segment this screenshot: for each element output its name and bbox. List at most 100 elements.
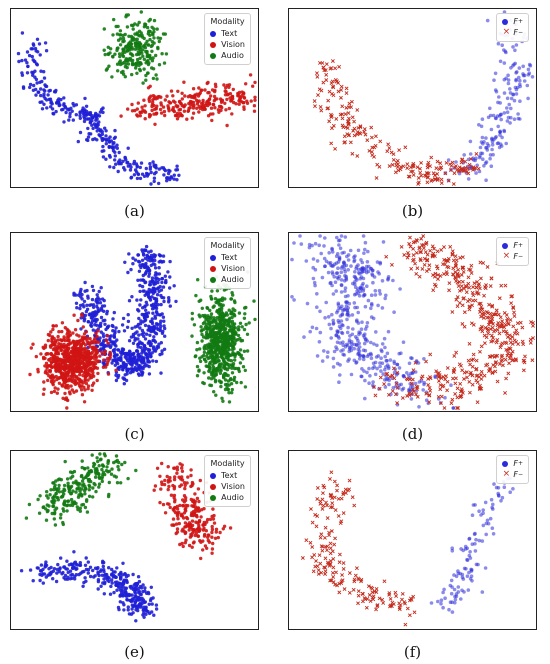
data-point	[477, 169, 482, 174]
data-point	[383, 385, 388, 389]
data-point	[76, 318, 80, 323]
data-point	[100, 297, 105, 301]
data-point	[163, 478, 167, 483]
data-point	[86, 138, 90, 143]
data-point	[113, 150, 117, 154]
data-point	[136, 372, 141, 376]
data-point	[238, 348, 243, 352]
data-point	[222, 83, 226, 87]
data-point	[222, 364, 226, 368]
data-point-x	[510, 294, 515, 298]
data-point	[120, 352, 124, 356]
data-point	[77, 572, 81, 577]
data-point	[125, 356, 129, 361]
data-point	[182, 109, 187, 113]
data-point	[85, 510, 90, 514]
data-point	[417, 405, 421, 409]
data-point	[231, 307, 235, 311]
data-point	[95, 567, 99, 571]
data-point	[337, 306, 341, 310]
data-point	[353, 335, 358, 339]
data-point	[197, 499, 201, 504]
data-point	[161, 166, 166, 170]
data-point	[91, 137, 95, 142]
data-point-x	[491, 335, 495, 340]
data-point	[195, 106, 199, 111]
data-point	[125, 161, 129, 165]
data-point	[216, 309, 221, 313]
data-point	[225, 382, 229, 387]
data-point-x	[312, 99, 317, 103]
data-point	[339, 319, 344, 323]
data-point	[343, 289, 347, 293]
data-point-x	[458, 381, 463, 386]
data-point	[158, 36, 163, 41]
data-point-x	[362, 127, 367, 132]
data-point	[55, 495, 59, 500]
data-point	[90, 350, 95, 355]
data-point	[67, 338, 71, 342]
data-point-x	[471, 298, 475, 303]
data-point	[155, 311, 159, 315]
data-point	[87, 132, 91, 136]
data-point	[336, 318, 341, 323]
data-point	[210, 347, 214, 352]
data-point	[82, 332, 87, 336]
series-f-	[443, 10, 535, 183]
data-point	[223, 371, 227, 376]
data-point	[64, 344, 68, 348]
data-point	[87, 342, 92, 346]
data-point-x	[450, 310, 455, 314]
data-point	[109, 47, 113, 51]
data-point-x	[346, 116, 351, 121]
data-point	[199, 515, 203, 519]
data-point-x	[436, 272, 440, 277]
data-point	[46, 93, 50, 97]
data-point	[171, 99, 176, 103]
data-point	[71, 365, 75, 369]
data-point	[131, 334, 136, 339]
data-point	[511, 92, 515, 97]
data-point-x	[469, 358, 474, 362]
data-point-x	[458, 255, 463, 260]
data-point	[217, 298, 221, 303]
data-point	[108, 592, 113, 596]
data-point	[148, 333, 152, 337]
data-point	[68, 114, 72, 119]
data-point	[509, 96, 514, 101]
data-point	[150, 317, 154, 321]
data-point	[42, 76, 47, 80]
data-point	[99, 343, 103, 347]
data-point	[139, 298, 143, 302]
data-point-x	[462, 286, 466, 291]
data-point	[512, 117, 517, 121]
data-point	[80, 393, 85, 397]
data-point	[329, 336, 333, 340]
data-point	[199, 556, 203, 561]
data-point	[139, 345, 143, 350]
data-point	[512, 98, 517, 103]
data-point	[242, 107, 246, 112]
data-point	[84, 579, 88, 583]
data-point	[525, 83, 530, 88]
data-point-x	[428, 248, 433, 253]
data-point-x	[507, 356, 512, 361]
data-point	[90, 388, 94, 392]
tsne-plot-c: Modality Text Vision Audio	[10, 232, 259, 412]
data-point-x	[424, 359, 428, 364]
data-point	[98, 452, 102, 456]
data-point	[366, 298, 371, 303]
data-point	[104, 142, 109, 146]
data-point	[127, 252, 131, 256]
data-point	[162, 173, 166, 177]
data-point	[71, 101, 75, 106]
data-point	[245, 101, 250, 106]
data-point	[229, 382, 234, 386]
data-point-x	[468, 304, 472, 309]
data-point-x	[453, 270, 458, 274]
data-point	[138, 110, 142, 115]
data-point	[75, 306, 79, 310]
data-point-x	[449, 401, 454, 406]
data-point	[329, 280, 333, 285]
data-point	[361, 281, 365, 286]
